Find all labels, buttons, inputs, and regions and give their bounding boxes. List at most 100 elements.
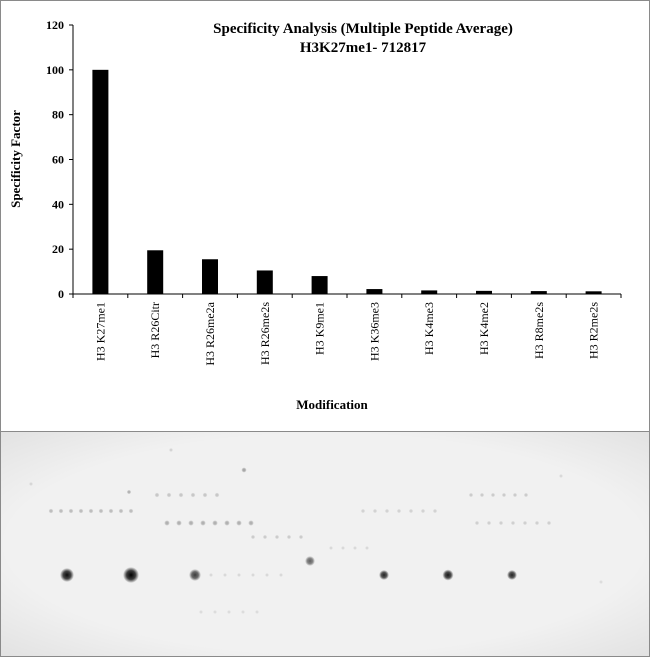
blot-spot	[237, 573, 241, 577]
blot-spot	[214, 492, 220, 498]
blot-spot	[176, 520, 182, 526]
bar	[92, 69, 109, 294]
blot-spot	[255, 610, 259, 614]
x-tick-label: H3 K4me3	[422, 302, 436, 355]
blot-spot	[123, 567, 139, 583]
blot-spot	[329, 546, 333, 550]
blot-spot	[248, 520, 254, 526]
blot-spot	[212, 520, 218, 526]
blot-spot	[169, 448, 173, 452]
blot-spot	[279, 573, 283, 577]
x-axis-label: Modification	[296, 397, 368, 412]
chart-panel: Specificity Analysis (Multiple Peptide A…	[1, 1, 649, 431]
bar	[311, 276, 328, 294]
blot-spot	[486, 520, 492, 526]
blot-spot	[365, 546, 369, 550]
blot-spot	[223, 573, 227, 577]
blot-spot	[118, 508, 124, 514]
bar	[147, 250, 164, 294]
blot-spot	[60, 568, 74, 582]
blot-spot	[189, 569, 201, 581]
blot-spot	[108, 508, 114, 514]
blot-spot	[512, 492, 518, 498]
blot-spot	[546, 520, 552, 526]
y-axis-label: Specificity Factor	[8, 110, 23, 208]
blot-spot	[372, 508, 378, 514]
y-tick-label: 0	[58, 287, 64, 301]
blot-spot	[200, 520, 206, 526]
blot-spot	[250, 534, 256, 540]
blot-spot	[474, 520, 480, 526]
blot-spot	[227, 610, 231, 614]
x-tick-label: H3 K4me2	[477, 302, 491, 355]
y-tick-label: 80	[52, 108, 64, 122]
blot-spot	[128, 508, 134, 514]
blot-spot	[274, 534, 280, 540]
chart-subtitle: H3K27me1- 712817	[300, 40, 427, 56]
blot-spot	[384, 508, 390, 514]
x-ticks: H3 K27me1 H3 R26Citr H3 R26me2a H3 R26me2s H…	[72, 294, 622, 366]
blot-spot	[213, 610, 217, 614]
y-tick-label: 40	[52, 197, 64, 211]
blot-spot	[360, 508, 366, 514]
blot-spot	[353, 546, 357, 550]
blot-spot	[178, 492, 184, 498]
x-tick-label: H3 K27me1	[93, 302, 107, 361]
x-tick-label: H3 R2me2s	[587, 302, 601, 359]
blot-spot	[341, 546, 345, 550]
blot-spot	[559, 474, 563, 478]
blot-spot	[468, 492, 474, 498]
blot-spot	[98, 508, 104, 514]
x-tick-label: H3 R26me2s	[258, 302, 272, 365]
blot-spot	[251, 573, 255, 577]
blot-spot	[286, 534, 292, 540]
y-tick-label: 20	[52, 242, 64, 256]
blot-spot	[298, 534, 304, 540]
blot-spot	[188, 520, 194, 526]
blot-spot	[262, 534, 268, 540]
bar	[530, 291, 547, 294]
x-tick-label: H3 R8me2s	[532, 302, 546, 359]
blot-spots	[29, 448, 603, 614]
bars	[92, 69, 602, 294]
blot-spot	[241, 467, 247, 473]
blot-spot	[29, 482, 33, 486]
y-tick-label: 60	[52, 153, 64, 167]
blot-spot	[48, 508, 54, 514]
bar-chart: Specificity Analysis (Multiple Peptide A…	[8, 18, 622, 412]
bar	[366, 289, 383, 294]
panel-divider	[1, 431, 649, 432]
y-tick-label: 100	[46, 63, 64, 77]
bar	[256, 270, 273, 294]
blot-spot	[479, 492, 485, 498]
blot-spot	[126, 489, 132, 495]
blot-spot	[498, 520, 504, 526]
x-tick-label: H3 K36me3	[367, 302, 381, 361]
blot-spot	[68, 508, 74, 514]
blot-spot	[166, 492, 172, 498]
blot-spot	[202, 492, 208, 498]
blot-spot	[224, 520, 230, 526]
bar	[476, 290, 492, 294]
x-tick-label: H3 R26Citr	[148, 302, 162, 358]
blot-spot	[236, 520, 242, 526]
blot-spot	[164, 520, 170, 526]
y-ticks: 0 20 40 60 80 100 120	[46, 18, 73, 301]
blot-spot	[379, 570, 389, 580]
peptide-array-blot	[1, 432, 649, 656]
x-tick-label: H3 K9me1	[313, 302, 327, 355]
blot-spot	[88, 508, 94, 514]
blot-spot	[510, 520, 516, 526]
bar	[585, 291, 602, 294]
blot-spot	[78, 508, 84, 514]
y-tick-label: 120	[46, 18, 64, 32]
blot-spot	[432, 508, 438, 514]
blot-spot	[501, 492, 507, 498]
blot-spot	[534, 520, 540, 526]
x-tick-label: H3 R26me2a	[203, 301, 217, 365]
blot-spot	[58, 508, 64, 514]
blot-spot	[599, 580, 603, 584]
blot-spot	[490, 492, 496, 498]
bar	[202, 259, 218, 294]
blot-spot	[241, 610, 245, 614]
